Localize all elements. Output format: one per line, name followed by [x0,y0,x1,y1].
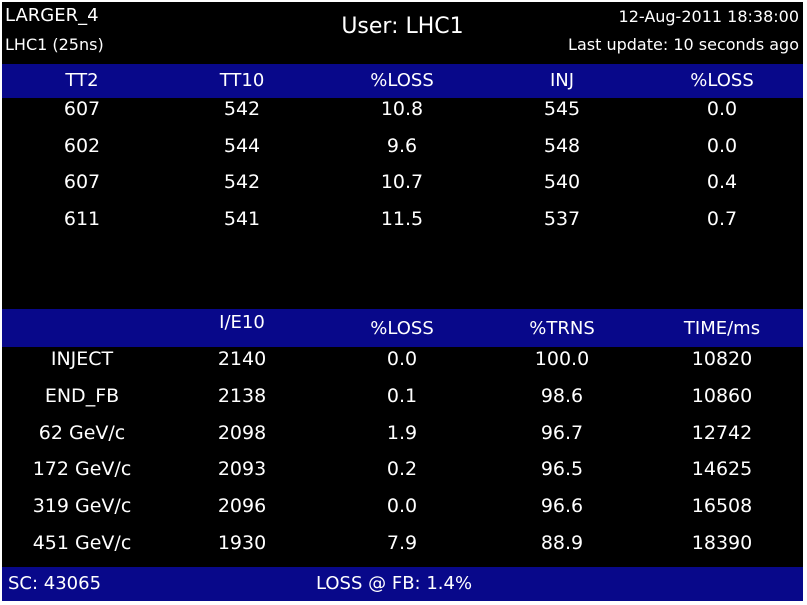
table-cell: 9.6 [386,135,418,157]
table-cell: 12742 [691,422,753,444]
table-cell: 542 [223,171,261,193]
table-row: 602 544 9.6 548 0.0 [2,131,803,161]
table-cell: 1.9 [386,422,418,444]
table-cell: 544 [223,135,261,157]
table-cell: 0.0 [706,98,738,120]
table-cell: 607 [63,98,101,120]
table2-header: I/E10 %LOSS %TRNS TIME/ms [2,309,803,347]
beam-mode: LHC1 (25ns) [5,35,104,54]
table-cell: 0.0 [706,135,738,157]
table1-col-header: %LOSS [690,70,754,91]
row-label: 319 GeV/c [32,495,132,517]
table-row: END_FB 2138 0.1 98.6 10860 [2,381,803,411]
table-row: 172 GeV/c 2093 0.2 96.5 14625 [2,454,803,484]
table-cell: 540 [543,171,581,193]
table1-col-header: TT2 [65,70,99,91]
table-cell: 537 [543,208,581,230]
table-cell: 607 [63,171,101,193]
table-cell: 88.9 [540,532,584,554]
table-cell: 96.7 [540,422,584,444]
table2-col-header: I/E10 [219,312,265,333]
table-cell: 542 [223,98,261,120]
display-name: LARGER_4 [5,5,99,26]
table2-col-header: %TRNS [529,318,595,339]
table-cell: 96.5 [540,458,584,480]
table-cell: 2098 [217,422,267,444]
table1-col-header: %LOSS [370,70,434,91]
loss-at-fb: LOSS @ FB: 1.4% [316,573,473,594]
row-label: END_FB [44,385,120,407]
table-cell: 602 [63,135,101,157]
table2-col-header: TIME/ms [683,318,761,339]
table-cell: 1930 [217,532,267,554]
table-cell: 0.1 [386,385,418,407]
table-cell: 2140 [217,348,267,370]
table-row: 319 GeV/c 2096 0.0 96.6 16508 [2,491,803,521]
table2-col-header: %LOSS [370,318,434,339]
table-cell: 541 [223,208,261,230]
table-cell: 0.2 [386,458,418,480]
row-label: 172 GeV/c [32,458,132,480]
table-cell: 7.9 [386,532,418,554]
table-cell: 16508 [691,495,753,517]
table-cell: 18390 [691,532,753,554]
last-update-status: Last update: 10 seconds ago [568,35,799,54]
table-cell: 2093 [217,458,267,480]
table-cell: 0.0 [386,495,418,517]
table-cell: 10.7 [380,171,424,193]
table-cell: 10860 [691,385,753,407]
table-cell: 11.5 [380,208,424,230]
table-row: 62 GeV/c 2098 1.9 96.7 12742 [2,418,803,448]
row-label: 451 GeV/c [32,532,132,554]
table-cell: 611 [63,208,101,230]
table-cell: 10820 [691,348,753,370]
table-row: 607 542 10.7 540 0.4 [2,167,803,197]
table-row: 451 GeV/c 1930 7.9 88.9 18390 [2,528,803,558]
table-cell: 545 [543,98,581,120]
table1-col-header: INJ [549,70,575,91]
footer-status-bar: SC: 43065 LOSS @ FB: 1.4% [2,567,803,601]
row-label: 62 GeV/c [38,422,126,444]
table-cell: 10.8 [380,98,424,120]
table-cell: 14625 [691,458,753,480]
header: LARGER_4 LHC1 (25ns) User: LHC1 12-Aug-2… [2,2,803,64]
table-cell: 0.4 [706,171,738,193]
table-cell: 2138 [217,385,267,407]
table-row: INJECT 2140 0.0 100.0 10820 [2,344,803,374]
row-label: INJECT [50,348,114,370]
table1-header: TT2 TT10 %LOSS INJ %LOSS [2,64,803,98]
table-cell: 0.7 [706,208,738,230]
table-cell: 0.0 [386,348,418,370]
table-cell: 96.6 [540,495,584,517]
timestamp: 12-Aug-2011 18:38:00 [618,7,799,26]
table-cell: 2096 [217,495,267,517]
table1-col-header: TT10 [219,70,265,91]
table-row: 607 542 10.8 545 0.0 [2,94,803,124]
table-cell: 98.6 [540,385,584,407]
sc-counter: SC: 43065 [8,573,102,594]
table-row: 611 541 11.5 537 0.7 [2,204,803,234]
table-cell: 100.0 [534,348,590,370]
table-cell: 548 [543,135,581,157]
page-title: User: LHC1 [341,14,464,39]
